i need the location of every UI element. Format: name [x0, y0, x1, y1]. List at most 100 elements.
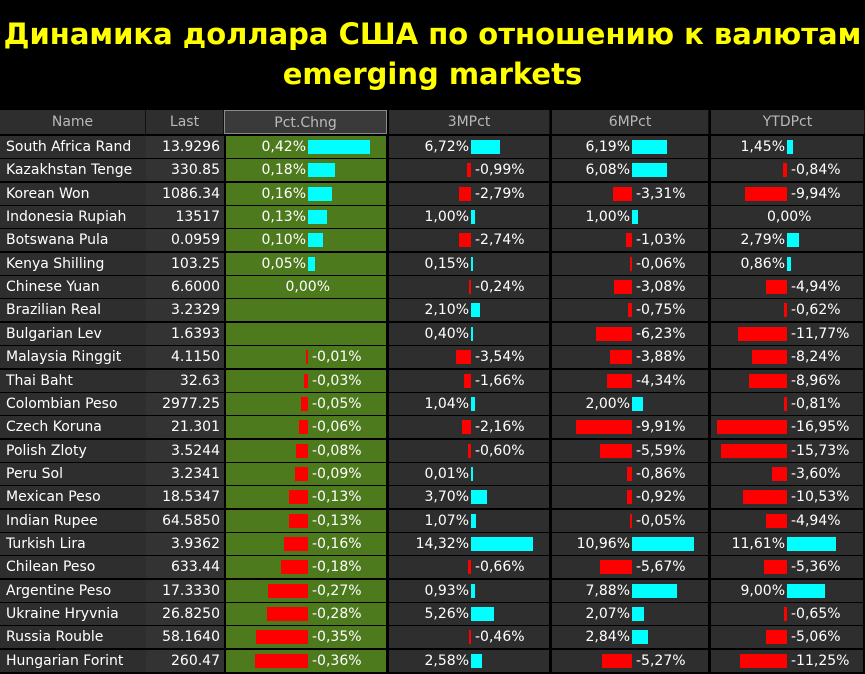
table-row[interactable]: Korean Won 1086.34 0,16% -2,79% -3,31% -9,94% — [0, 182, 865, 206]
m3-value: 1,04% — [424, 395, 469, 412]
m6-bar — [626, 233, 632, 248]
ytd-bar — [771, 466, 787, 481]
pct-value: -0,05% — [312, 395, 362, 412]
m6-bar — [627, 466, 632, 481]
m3-bar — [471, 140, 500, 154]
ytd-cell: -11,25% — [711, 649, 863, 672]
pct-cell: 0,00% — [226, 276, 386, 299]
last-value: 64.5850 — [146, 509, 224, 532]
pct-value: 0,42% — [261, 139, 306, 155]
m6-bar — [630, 256, 632, 271]
column-header-6mpct[interactable]: 6MPct — [552, 110, 709, 134]
m3-value: 0,15% — [424, 255, 469, 272]
pct-cell: -0,05% — [226, 392, 386, 415]
m6-value: -1,03% — [636, 232, 686, 249]
table-row[interactable]: Chilean Peso 633.44 -0,18% -0,66% -5,67% -5,3… — [0, 556, 865, 579]
table-row[interactable]: Polish Zloty 3.5244 -0,08% -0,60% -5,59% -15,… — [0, 439, 865, 463]
pct-bar — [288, 490, 308, 505]
currency-name: Chinese Yuan — [0, 276, 146, 299]
m6-bar — [626, 490, 632, 505]
last-value: 32.63 — [146, 369, 224, 392]
table-row[interactable]: Peru Sol 3.2341 -0,09% 0,01% -0,86% -3,60% — [0, 462, 865, 486]
currency-name: Bulgarian Lev — [0, 322, 146, 345]
column-header-name[interactable]: Name — [0, 110, 146, 134]
m6-value: -0,86% — [636, 465, 686, 482]
ytd-value: -9,94% — [791, 185, 841, 202]
m3-cell: 5,26% — [389, 603, 549, 625]
column-header-pct-chng[interactable]: Pct.Chng — [224, 110, 387, 134]
column-header-ytdpct[interactable]: YTDPct — [711, 110, 865, 134]
m6-value: -6,23% — [636, 325, 686, 342]
pct-cell: -0,28% — [226, 603, 386, 625]
m6-bar — [613, 186, 632, 201]
m6-value: -3,31% — [636, 185, 686, 202]
table-row[interactable]: Kenya Shilling 103.25 0,05% 0,15% -0,06% 0,86… — [0, 252, 865, 276]
m6-bar — [632, 607, 644, 621]
ytd-value: -15,73% — [791, 442, 850, 459]
m3-value: -2,16% — [475, 419, 525, 436]
ytd-cell: -8,24% — [711, 346, 863, 369]
m3-value: 6,72% — [424, 139, 469, 155]
pct-bar — [308, 210, 328, 225]
pct-value: -0,35% — [312, 629, 362, 646]
m6-cell: 10,96% — [552, 532, 708, 555]
last-value: 17.3330 — [146, 579, 224, 602]
table-row[interactable]: Colombian Peso 2977.25 -0,05% 1,04% 2,00% -0,… — [0, 392, 865, 416]
ytd-cell: -16,95% — [711, 416, 863, 439]
m3-cell: 6,72% — [389, 136, 549, 158]
ytd-bar — [787, 233, 799, 248]
m6-cell: -5,27% — [552, 649, 708, 672]
table-row[interactable]: Malaysia Ringgit 4.1150 -0,01% -3,54% -3,88%… — [0, 346, 865, 369]
table-row[interactable]: Botswana Pula 0.0959 0,10% -2,74% -1,03% 2,79… — [0, 229, 865, 252]
table-row[interactable]: Russia Rouble 58.1640 -0,35% -0,46% 2,84% -5,… — [0, 626, 865, 649]
table-row[interactable]: Bulgarian Lev 1.6393 0,40% -6,23% -11,77% — [0, 322, 865, 346]
m6-value: 2,07% — [585, 606, 630, 622]
m6-value: -0,75% — [636, 302, 686, 319]
m6-value: 2,84% — [585, 629, 630, 646]
ytd-value: -5,36% — [791, 559, 841, 576]
table-row[interactable]: Kazakhstan Tenge 330.85 0,18% -0,99% 6,08% -0… — [0, 159, 865, 182]
pct-value: -0,09% — [312, 465, 362, 482]
pct-value: 0,13% — [261, 209, 306, 226]
column-header-last[interactable]: Last — [146, 110, 224, 134]
table-row[interactable]: Indian Rupee 64.5850 -0,13% 1,07% -0,05% -4,9… — [0, 509, 865, 533]
pct-cell — [226, 322, 386, 345]
pct-cell: -0,09% — [226, 462, 386, 485]
m3-bar — [459, 233, 471, 248]
table-row[interactable]: Mexican Peso 18.5347 -0,13% 3,70% -0,92% -10,… — [0, 486, 865, 509]
ytd-bar — [784, 607, 787, 621]
m3-bar — [468, 443, 471, 458]
currency-name: Hungarian Forint — [0, 649, 146, 672]
ytd-value: -0,62% — [791, 302, 841, 319]
m3-bar — [471, 256, 473, 271]
last-value: 260.47 — [146, 649, 224, 672]
table-row[interactable]: Hungarian Forint 260.47 -0,36% 2,58% -5,27% -… — [0, 649, 865, 673]
table-row[interactable]: Chinese Yuan 6.6000 0,00% -0,24% -3,08% -4,94… — [0, 276, 865, 299]
pct-value: -0,28% — [312, 606, 362, 622]
table-row[interactable]: South Africa Rand 13.9296 0,42% 6,72% 6,19% 1… — [0, 136, 865, 159]
pct-value: -0,13% — [312, 489, 362, 506]
title: Динамика доллара США по отношению к валю… — [0, 0, 865, 108]
table-row[interactable]: Thai Baht 32.63 -0,03% -1,66% -4,34% -8,96% — [0, 369, 865, 393]
ytd-value: -10,53% — [791, 489, 850, 506]
table-row[interactable]: Brazilian Real 3.2329 2,10% -0,75% -0,62% — [0, 299, 865, 322]
pct-cell: 0,42% — [226, 136, 386, 158]
pct-cell: 0,10% — [226, 229, 386, 252]
m6-cell: 1,00% — [552, 206, 708, 229]
ytd-value: -3,60% — [791, 465, 841, 482]
m6-value: -5,59% — [636, 442, 686, 459]
m3-value: -2,74% — [475, 232, 525, 249]
table-row[interactable]: Turkish Lira 3.9362 -0,16% 14,32% 10,96% 11,6… — [0, 532, 865, 556]
table-row[interactable]: Ukraine Hryvnia 26.8250 -0,28% 5,26% 2,07% -0… — [0, 603, 865, 626]
m3-cell: -0,66% — [389, 556, 549, 579]
pct-cell: -0,01% — [226, 346, 386, 369]
table-row[interactable]: Indonesia Rupiah 13517 0,13% 1,00% 1,00% 0,00… — [0, 206, 865, 229]
pct-bar — [268, 583, 308, 598]
column-header-3mpct[interactable]: 3MPct — [389, 110, 550, 134]
table-row[interactable]: Czech Koruna 21.301 -0,06% -2,16% -9,91% -16,… — [0, 416, 865, 439]
m6-bar — [627, 303, 632, 318]
ytd-bar — [752, 350, 787, 365]
table-row[interactable]: Argentine Peso 17.3330 -0,27% 0,93% 7,88% 9,0… — [0, 579, 865, 603]
m3-bar — [466, 163, 471, 178]
m3-value: -0,66% — [475, 559, 525, 576]
